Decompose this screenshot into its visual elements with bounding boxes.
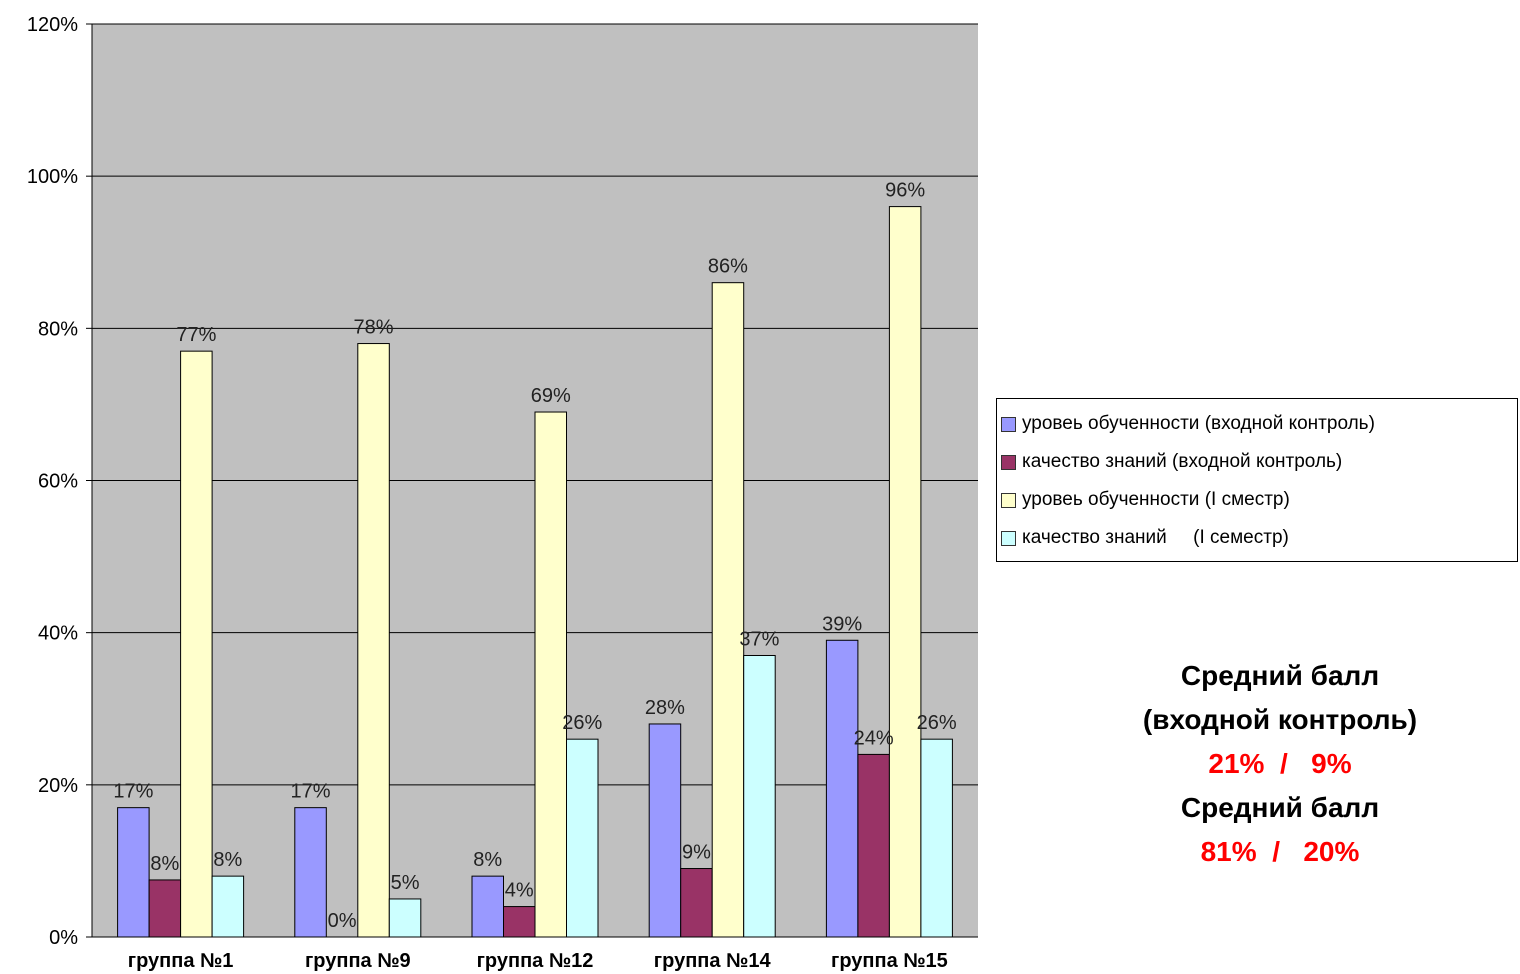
- bar: [148, 879, 182, 938]
- bar: [180, 350, 213, 938]
- bar: [357, 343, 390, 938]
- y-tick-label: 100%: [27, 166, 78, 188]
- y-axis-ticks: 0% 20% 40% 60% 80% 100% 120%: [27, 14, 92, 949]
- y-tick-label: 60%: [38, 471, 78, 493]
- bar: [534, 411, 567, 938]
- data-label: 17%: [113, 781, 153, 803]
- data-label: 26%: [917, 712, 957, 734]
- legend-item: качество знаний (I семестр): [1001, 519, 1513, 557]
- legend-item: уровеь обученности (входной контроль): [1001, 405, 1513, 443]
- data-label: 37%: [739, 628, 779, 650]
- bar: [566, 738, 599, 938]
- x-tick-label: группа №12: [477, 950, 594, 972]
- x-tick-label: группа №14: [654, 950, 772, 972]
- data-label: 8%: [150, 853, 179, 875]
- x-tick-label: группа №1: [128, 950, 234, 972]
- summary-label: Средний балл: [1180, 792, 1380, 823]
- data-labels: 17%8%77%8%17%0%78%5%8%4%69%26%28%9%86%37…: [113, 180, 957, 932]
- bar: [888, 206, 922, 938]
- data-label: 86%: [708, 256, 748, 278]
- summary-value: 21% / 9%: [1208, 748, 1352, 779]
- bar-series: [117, 206, 953, 938]
- summary-sublabel: (входной контроль): [1142, 704, 1418, 735]
- legend-label: качество знаний (входной контроль): [1022, 451, 1343, 472]
- chart-legend: уровеь обученности (входной контроль) ка…: [996, 398, 1518, 562]
- bar: [857, 753, 890, 938]
- data-label: 39%: [822, 613, 862, 635]
- bar: [825, 639, 859, 938]
- data-label: 8%: [213, 849, 242, 871]
- y-tick-label: 120%: [27, 14, 78, 36]
- y-tick-label: 40%: [38, 623, 78, 645]
- legend-swatch: [1001, 492, 1016, 508]
- bar: [648, 723, 682, 938]
- x-tick-label: группа №9: [305, 950, 411, 972]
- bar: [211, 875, 245, 938]
- data-label: 0%: [328, 910, 357, 932]
- y-tick-label: 80%: [38, 318, 78, 340]
- legend-swatch: [1001, 530, 1016, 546]
- data-label: 24%: [854, 727, 894, 749]
- bar: [920, 738, 953, 938]
- data-label: 4%: [505, 880, 534, 902]
- data-label: 69%: [531, 385, 571, 407]
- average-score-summary: Средний балл (входной контроль) 21% / 9%…: [1060, 654, 1500, 874]
- summary-value: 81% / 20%: [1200, 836, 1360, 867]
- x-axis-labels: группа №1 группа №9 группа №12 группа №14 гр…: [128, 950, 948, 972]
- data-label: 28%: [645, 697, 685, 719]
- bar: [294, 807, 327, 938]
- y-tick-label: 20%: [38, 775, 78, 797]
- legend-label: уровеь обученности (I сместр): [1022, 489, 1290, 510]
- legend-swatch: [1001, 416, 1016, 432]
- x-tick-label: группа №15: [831, 950, 948, 972]
- data-label: 96%: [885, 180, 925, 202]
- data-label: 78%: [354, 317, 394, 339]
- legend-item: уровеь обученности (I сместр): [1001, 481, 1513, 519]
- bar: [711, 282, 745, 938]
- bar: [471, 875, 504, 938]
- legend-item: качество знаний (входной контроль): [1001, 443, 1513, 481]
- data-label: 5%: [391, 872, 420, 894]
- data-label: 9%: [682, 842, 711, 864]
- bar: [388, 898, 422, 938]
- bar: [680, 868, 713, 938]
- bar: [743, 654, 776, 938]
- legend-swatch: [1001, 454, 1016, 470]
- bar: [117, 807, 150, 938]
- legend-label: уровеь обученности (входной контроль): [1022, 413, 1375, 434]
- data-label: 8%: [473, 849, 502, 871]
- data-label: 77%: [176, 324, 216, 346]
- summary-label: Средний балл: [1180, 660, 1380, 691]
- bar: [503, 906, 536, 938]
- legend-label: качество знаний (I семестр): [1022, 527, 1289, 548]
- y-tick-label: 0%: [49, 927, 78, 949]
- data-label: 17%: [291, 781, 331, 803]
- data-label: 26%: [562, 712, 602, 734]
